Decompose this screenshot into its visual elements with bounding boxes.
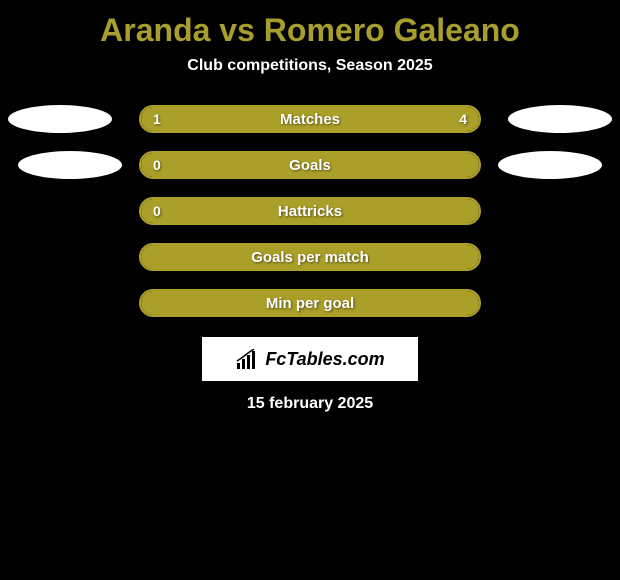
stat-bar: 0Hattricks — [139, 197, 481, 225]
stat-label: Min per goal — [141, 295, 479, 312]
page-title: Aranda vs Romero Galeano — [0, 0, 620, 57]
stat-bar: 14Matches — [139, 105, 481, 133]
player-left-ellipse — [8, 105, 112, 133]
logo-box: FcTables.com — [202, 337, 418, 381]
stat-label: Hattricks — [141, 203, 479, 220]
player-left-ellipse — [18, 151, 122, 179]
logo-content: FcTables.com — [235, 349, 384, 370]
stat-row: 0Goals — [0, 151, 620, 179]
stat-label: Goals per match — [141, 249, 479, 266]
player-right-ellipse — [498, 151, 602, 179]
stat-row: Min per goal — [0, 289, 620, 317]
stat-bar: 0Goals — [139, 151, 481, 179]
stat-bar: Goals per match — [139, 243, 481, 271]
stat-row: Goals per match — [0, 243, 620, 271]
stat-label: Goals — [141, 157, 479, 174]
stat-row: 0Hattricks — [0, 197, 620, 225]
player-right-ellipse — [508, 105, 612, 133]
stat-row: 14Matches — [0, 105, 620, 133]
stats-area: 14Matches 0Goals 0Hattricks Goals per match… — [0, 105, 620, 317]
logo-text: FcTables.com — [265, 349, 384, 370]
date-text: 15 february 2025 — [0, 395, 620, 413]
subtitle: Club competitions, Season 2025 — [0, 57, 620, 105]
chart-icon — [235, 349, 259, 369]
stat-label: Matches — [141, 111, 479, 128]
stat-bar: Min per goal — [139, 289, 481, 317]
